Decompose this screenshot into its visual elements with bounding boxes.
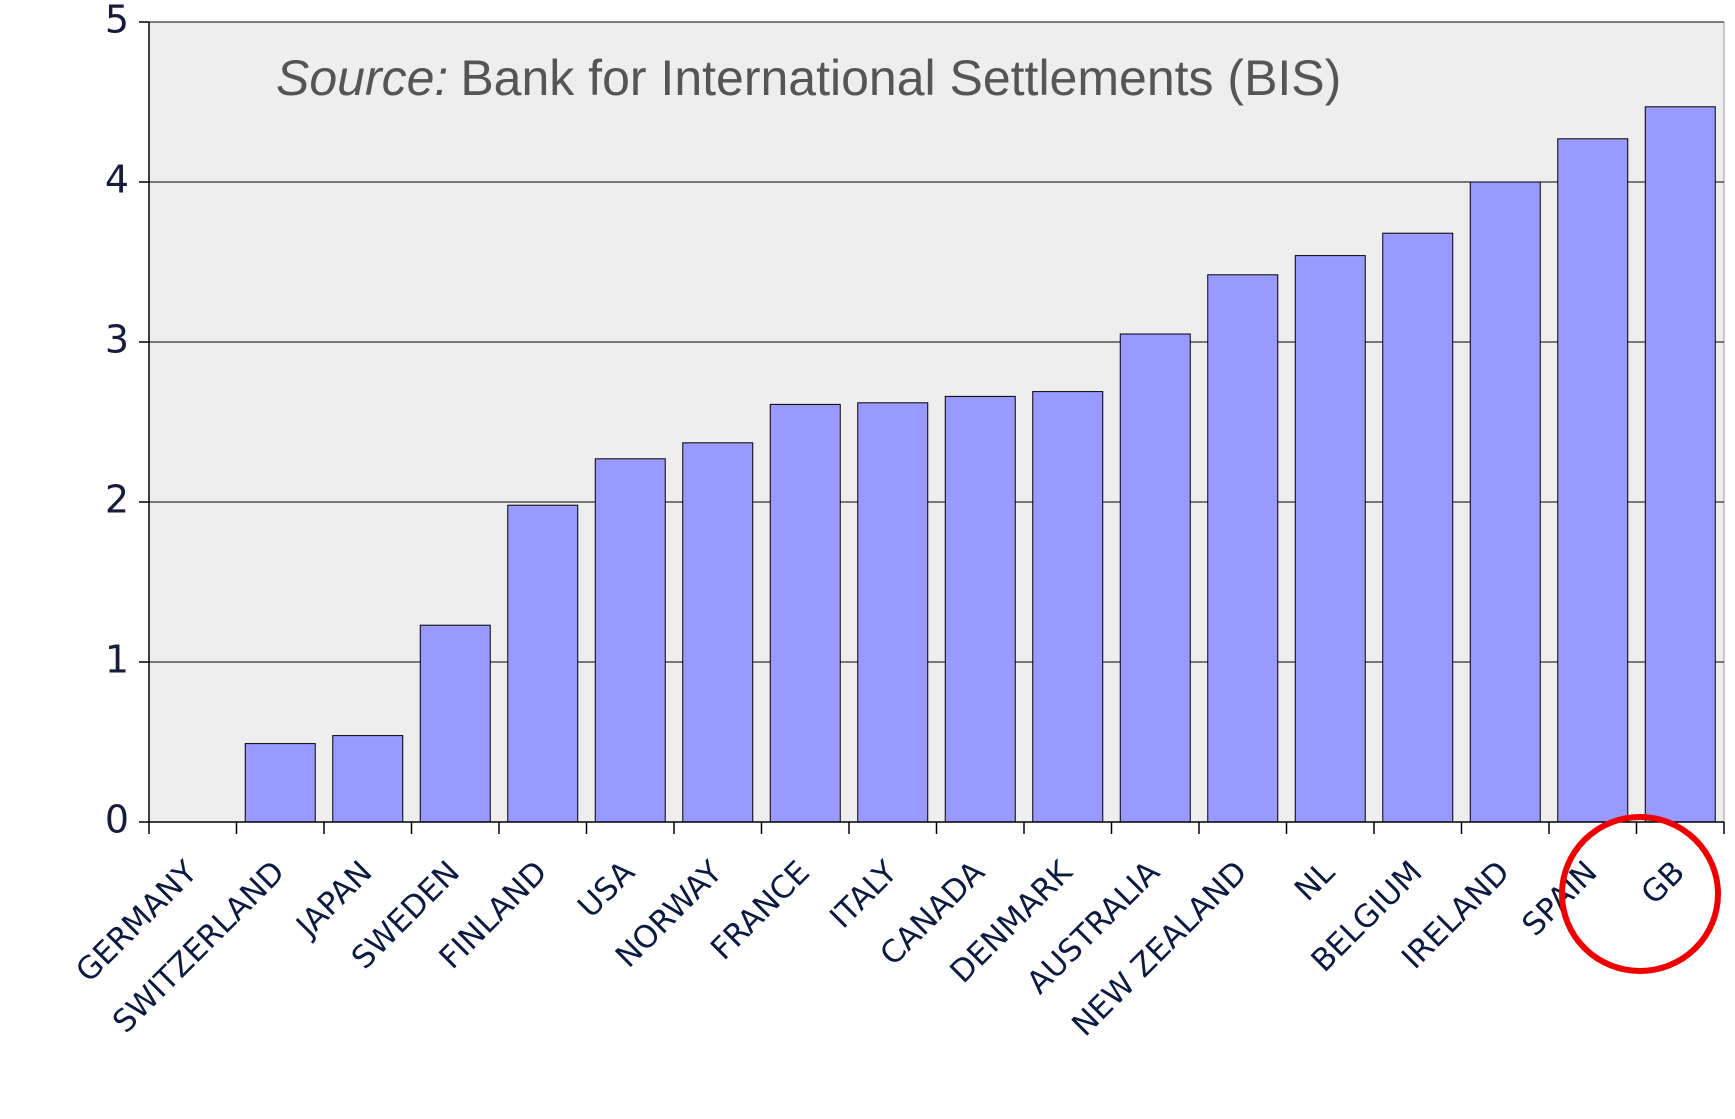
bar (1557, 138, 1629, 823)
y-tick-label: 2 (105, 478, 129, 522)
source-text: Bank for International Settlements (BIS) (460, 50, 1341, 106)
bar (507, 504, 579, 823)
bar (857, 402, 929, 823)
y-tick-label: 0 (105, 798, 129, 842)
bar (1294, 255, 1366, 823)
y-tick-label: 1 (105, 638, 129, 682)
bar (1032, 391, 1104, 823)
source-label: Source: (276, 50, 448, 106)
bar (244, 743, 316, 823)
bar (594, 458, 666, 823)
y-tick-label: 3 (105, 318, 129, 362)
bar (769, 403, 841, 823)
bar (944, 395, 1016, 823)
x-tick-label: GB (1634, 854, 1691, 911)
x-tick-label: USA (571, 854, 642, 925)
bar (682, 442, 754, 823)
plot-area (148, 21, 1725, 823)
bar (332, 735, 404, 823)
x-tick-label: NL (1288, 854, 1343, 909)
bar (1382, 232, 1454, 823)
y-tick-label: 5 (105, 0, 129, 42)
highlight-circle (1559, 814, 1721, 974)
bar (1119, 333, 1191, 823)
x-tick-label: ITALY (823, 854, 904, 935)
bar (419, 624, 491, 823)
y-tick-label: 4 (105, 158, 129, 202)
bar (1207, 274, 1279, 823)
source-note: Source: Bank for International Settlement… (276, 50, 1341, 106)
chart-layer: 012345GERMANYSWITZERLANDJAPANSWEDENFINLA… (69, 0, 1725, 1043)
bar (1644, 106, 1716, 823)
bar (1469, 181, 1541, 823)
